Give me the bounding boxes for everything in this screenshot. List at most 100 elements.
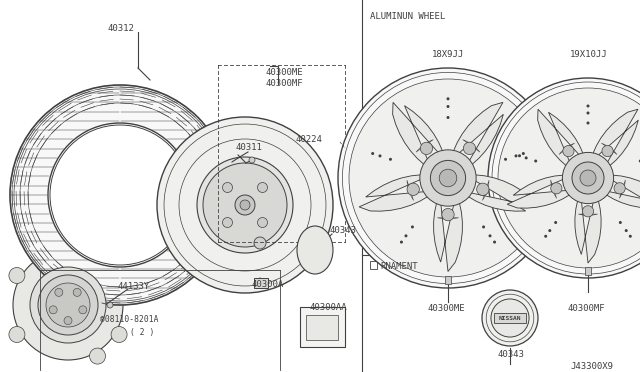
Polygon shape: [575, 192, 601, 263]
Polygon shape: [599, 175, 640, 208]
Circle shape: [515, 154, 518, 157]
Circle shape: [447, 97, 449, 100]
Text: 40300A: 40300A: [252, 280, 284, 289]
Circle shape: [491, 299, 529, 337]
Circle shape: [400, 241, 403, 244]
Text: ALUMINUN WHEEL: ALUMINUN WHEEL: [370, 12, 445, 21]
Bar: [254, 278, 268, 288]
Circle shape: [602, 145, 613, 157]
Circle shape: [619, 221, 622, 224]
Text: 40300ME: 40300ME: [428, 304, 466, 313]
Circle shape: [378, 154, 381, 157]
Polygon shape: [392, 102, 445, 170]
Bar: [300, 307, 345, 347]
Circle shape: [447, 116, 449, 119]
Circle shape: [534, 160, 537, 163]
Circle shape: [447, 105, 449, 108]
Circle shape: [522, 152, 525, 155]
Circle shape: [73, 288, 81, 296]
Text: J43300X9: J43300X9: [570, 362, 613, 371]
Circle shape: [55, 288, 63, 296]
Circle shape: [257, 218, 268, 228]
Text: 44133Y: 44133Y: [118, 282, 150, 291]
Circle shape: [586, 122, 589, 125]
Text: 40311: 40311: [236, 143, 263, 152]
Circle shape: [439, 169, 457, 187]
Text: RNAMENT: RNAMENT: [380, 262, 418, 271]
Bar: [494, 313, 526, 323]
Circle shape: [371, 152, 374, 155]
Bar: [306, 315, 338, 340]
Circle shape: [349, 79, 547, 277]
Circle shape: [38, 275, 98, 335]
Circle shape: [90, 348, 106, 364]
Text: 40300MF: 40300MF: [568, 304, 605, 313]
Polygon shape: [434, 193, 462, 272]
Circle shape: [551, 183, 562, 194]
Circle shape: [9, 327, 25, 343]
Circle shape: [257, 183, 268, 192]
Circle shape: [518, 154, 521, 157]
Circle shape: [563, 145, 574, 157]
Circle shape: [46, 283, 90, 327]
Polygon shape: [590, 109, 638, 171]
Circle shape: [60, 238, 76, 254]
Text: 40300ME: 40300ME: [265, 68, 303, 77]
Circle shape: [107, 302, 113, 308]
Text: 40343: 40343: [330, 226, 357, 235]
Circle shape: [482, 225, 485, 228]
Circle shape: [223, 183, 232, 192]
Circle shape: [580, 170, 596, 186]
Text: NISSAN: NISSAN: [499, 315, 521, 321]
Polygon shape: [451, 102, 504, 170]
Circle shape: [582, 206, 594, 217]
Circle shape: [411, 225, 414, 228]
Circle shape: [488, 78, 640, 278]
Polygon shape: [359, 175, 436, 211]
Text: 40224: 40224: [296, 135, 323, 144]
Circle shape: [554, 221, 557, 224]
Circle shape: [407, 183, 419, 195]
Text: 18X9JJ: 18X9JJ: [432, 50, 464, 59]
Circle shape: [463, 142, 476, 154]
Circle shape: [79, 306, 87, 314]
Circle shape: [254, 237, 266, 249]
Text: 40312: 40312: [108, 24, 135, 33]
Circle shape: [249, 157, 255, 163]
Polygon shape: [538, 109, 586, 171]
Circle shape: [9, 267, 25, 283]
Circle shape: [442, 208, 454, 221]
Circle shape: [30, 267, 106, 343]
Circle shape: [586, 112, 589, 115]
Circle shape: [563, 153, 614, 203]
Circle shape: [493, 241, 496, 244]
Circle shape: [10, 85, 230, 305]
Circle shape: [430, 160, 466, 196]
Circle shape: [389, 158, 392, 161]
Circle shape: [48, 123, 192, 267]
Circle shape: [64, 317, 72, 325]
Circle shape: [544, 235, 547, 238]
Polygon shape: [507, 175, 577, 208]
Circle shape: [525, 156, 528, 160]
Circle shape: [157, 117, 333, 293]
Text: 19X10JJ: 19X10JJ: [570, 50, 607, 59]
Text: 40300MF: 40300MF: [265, 79, 303, 88]
Bar: [585, 267, 591, 275]
Circle shape: [639, 160, 640, 163]
Circle shape: [614, 183, 625, 194]
Circle shape: [420, 150, 476, 206]
Text: ®08110-8201A: ®08110-8201A: [100, 315, 159, 324]
Circle shape: [504, 158, 507, 161]
Circle shape: [548, 229, 551, 232]
Text: ( 2 ): ( 2 ): [130, 328, 154, 337]
Circle shape: [223, 218, 232, 228]
Circle shape: [197, 157, 293, 253]
Circle shape: [49, 306, 57, 314]
Text: 40300AA: 40300AA: [309, 303, 347, 312]
Circle shape: [498, 88, 640, 268]
Circle shape: [482, 290, 538, 346]
Text: 40343: 40343: [498, 350, 525, 359]
Circle shape: [572, 162, 604, 194]
Bar: [445, 276, 451, 284]
